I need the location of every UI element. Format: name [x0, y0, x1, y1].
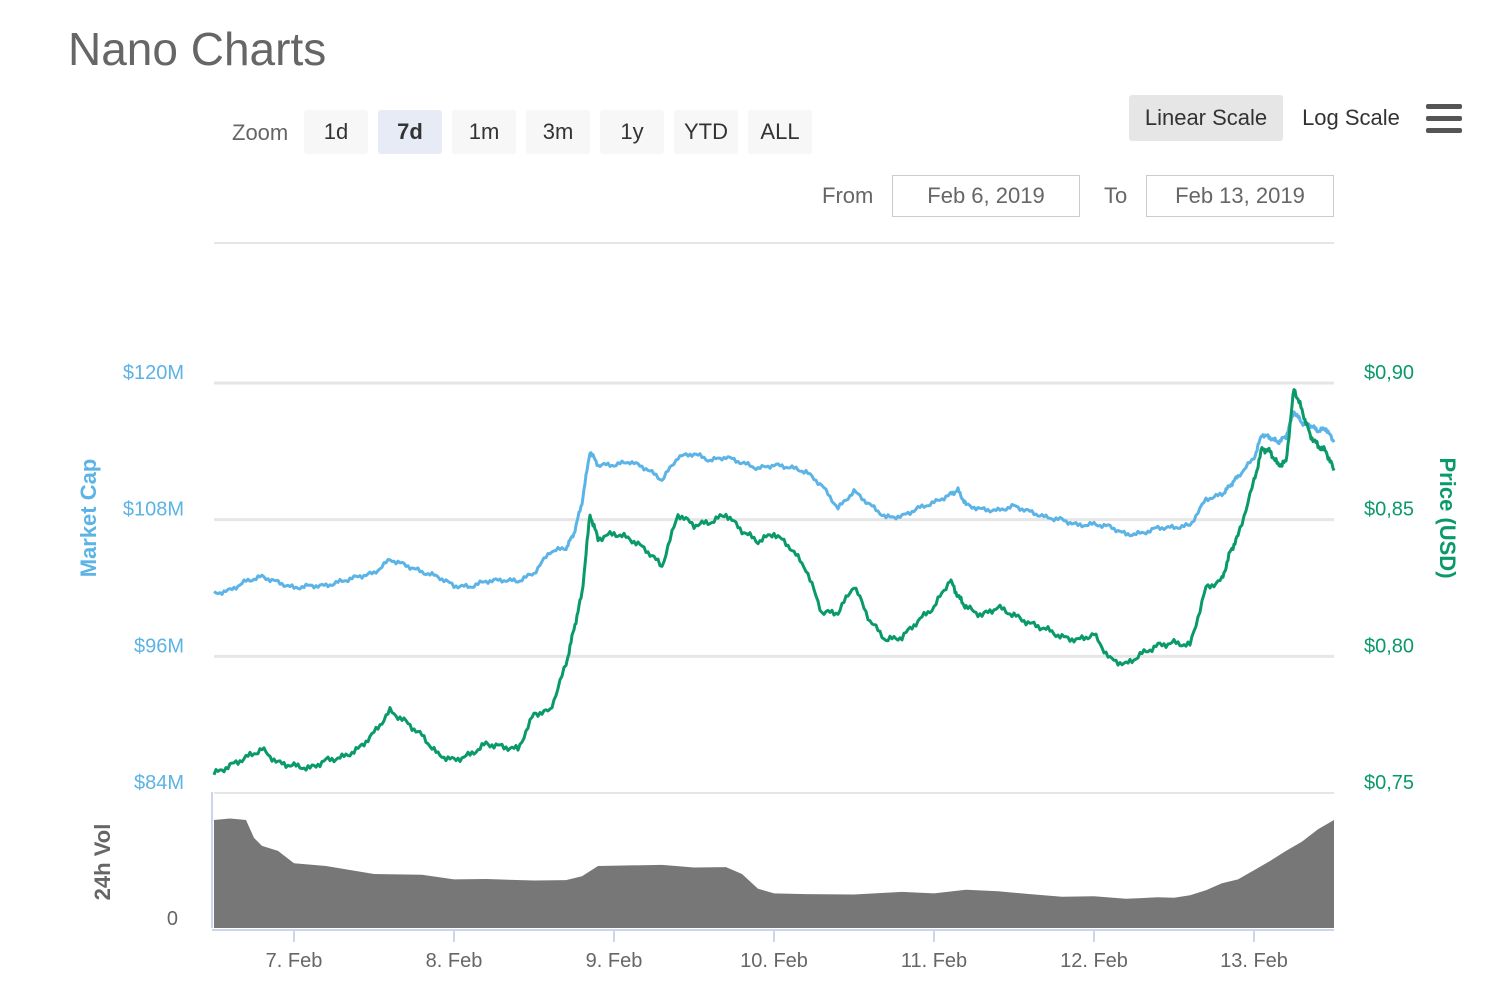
- zoom-ytd-button[interactable]: YTD: [674, 110, 738, 154]
- x-tick-label: 12. Feb: [1060, 950, 1128, 972]
- market-cap-tick-label: $84M: [134, 772, 184, 794]
- zoom-3m-button[interactable]: 3m: [526, 110, 590, 154]
- x-tick-label: 9. Feb: [586, 950, 643, 972]
- market-cap-axis-label: Market Cap: [76, 459, 101, 578]
- market-cap-line: [213, 410, 1336, 596]
- from-date-input[interactable]: [892, 175, 1080, 217]
- log-scale-button[interactable]: Log Scale: [1292, 95, 1410, 141]
- from-label: From: [822, 183, 874, 208]
- to-date-input[interactable]: [1146, 175, 1334, 217]
- price-tick-label: $0,80: [1364, 635, 1414, 657]
- hamburger-menu-icon[interactable]: [1424, 102, 1464, 136]
- zoom-1d-button[interactable]: 1d: [304, 110, 368, 154]
- volume-axis-label: 24h Vol: [90, 824, 115, 901]
- x-tick-label: 7. Feb: [266, 950, 323, 972]
- price-tick-label: $0,85: [1364, 499, 1414, 521]
- market-cap-tick-label: $96M: [134, 635, 184, 657]
- zoom-1y-button[interactable]: 1y: [600, 110, 664, 154]
- zoom-label: Zoom: [232, 120, 289, 145]
- x-tick-label: 13. Feb: [1220, 950, 1288, 972]
- linear-scale-button[interactable]: Linear Scale: [1129, 95, 1283, 141]
- to-label: To: [1104, 183, 1128, 208]
- price-tick-label: $0,90: [1364, 362, 1414, 384]
- price-tick-label: $0,75: [1364, 772, 1414, 794]
- price-axis-label: Price (USD): [1435, 457, 1460, 578]
- x-tick-label: 10. Feb: [740, 950, 808, 972]
- x-tick-label: 11. Feb: [901, 950, 967, 972]
- volume-area: [214, 818, 1334, 928]
- page-title: Nano Charts: [68, 23, 327, 75]
- volume-tick-label: 0: [167, 908, 178, 930]
- x-tick-label: 8. Feb: [426, 950, 483, 972]
- price-line: [212, 388, 1336, 776]
- zoom-1m-button[interactable]: 1m: [452, 110, 516, 154]
- market-cap-tick-label: $108M: [123, 499, 184, 521]
- market-cap-tick-label: $120M: [123, 362, 184, 384]
- zoom-7d-button[interactable]: 7d: [378, 110, 442, 154]
- zoom-all-button[interactable]: ALL: [748, 110, 812, 154]
